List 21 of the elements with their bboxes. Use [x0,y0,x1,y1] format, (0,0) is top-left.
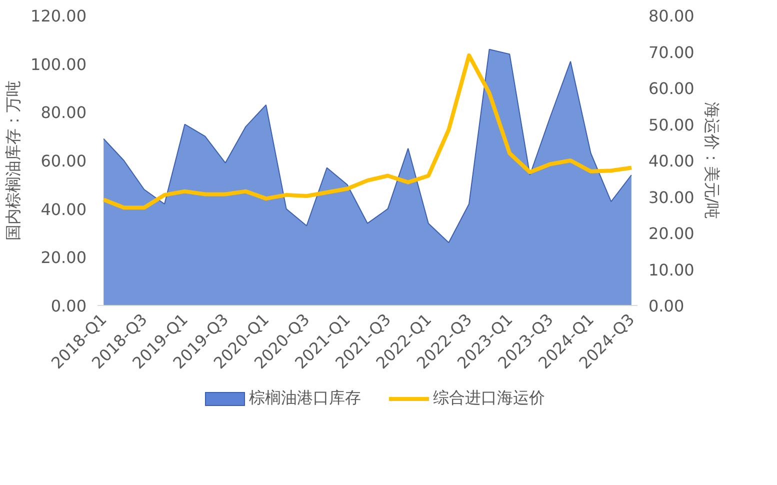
y-tick-label: 100.00 [30,54,86,74]
y2-tick-label: 30.00 [648,188,694,207]
y-tick-label: 80.00 [40,103,87,122]
y-tick-label: 120.00 [30,6,86,26]
y-axis-title: 国内棕榈油库存：万吨 [4,80,23,240]
legend-label: 综合进口海运价 [433,388,545,408]
y2-tick-label: 50.00 [648,115,694,134]
y-tick-label: 60.00 [40,152,87,170]
y2-tick-label: 10.00 [648,260,694,280]
y2-tick-label: 0.00 [648,296,684,316]
y2-axis-title: 海运价：美元/吨 [702,102,722,220]
y-tick-label: 20.00 [40,248,87,268]
y-tick-label: 40.00 [40,200,87,219]
legend-label: 棕榈油港口库存 [249,388,361,408]
y2-tick-label: 80.00 [648,6,694,26]
y2-tick-label: 20.00 [648,224,694,243]
y2-tick-label: 40.00 [648,152,694,170]
y2-tick-label: 70.00 [648,42,694,62]
line-series [102,53,634,210]
y-tick-label: 0.00 [50,296,86,316]
y2-tick-label: 60.00 [648,79,694,98]
